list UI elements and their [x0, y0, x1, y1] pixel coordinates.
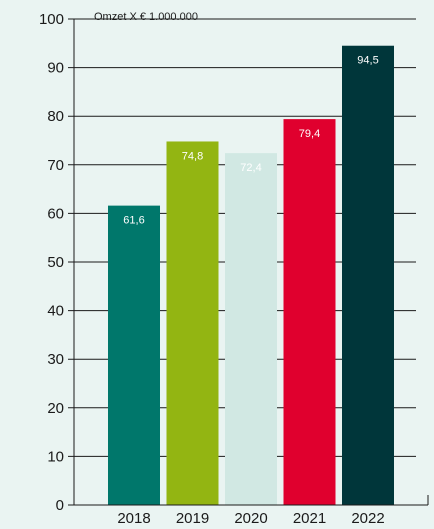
- value-label-2018: 61,6: [123, 215, 144, 227]
- value-label-2019: 74,8: [182, 150, 203, 162]
- labels: 0 10 20 30 40 50 60 70 80 90 100 61,6 2018 74,8 2019 72…: [39, 11, 385, 527]
- x-tick-label-2021: 2021: [293, 510, 326, 527]
- value-label-2022: 94,5: [357, 55, 378, 67]
- x-tick-label-2018: 2018: [117, 510, 150, 527]
- value-label-2021: 79,4: [299, 128, 320, 140]
- unit-label: Omzet X € 1.000.000: [94, 11, 198, 23]
- x-tick-label-2019: 2019: [176, 510, 209, 527]
- y-tick-label-60: 60: [47, 205, 64, 222]
- bar-2020: [225, 153, 277, 506]
- y-tick-label-20: 20: [47, 400, 64, 417]
- y-tick-label-40: 40: [47, 303, 64, 320]
- y-tick-label-100: 100: [39, 11, 64, 28]
- y-tick-label-70: 70: [47, 157, 64, 174]
- bar-2022: [342, 45, 394, 505]
- x-tick-label-2022: 2022: [351, 510, 384, 527]
- bar-2019: [166, 141, 219, 506]
- x-tick-label-2020: 2020: [234, 510, 267, 527]
- y-tick-label-80: 80: [47, 108, 64, 125]
- y-tick-label-30: 30: [47, 351, 64, 368]
- y-tick-label-0: 0: [56, 497, 64, 514]
- bars: [108, 45, 394, 506]
- y-tick-label-90: 90: [47, 60, 64, 77]
- bar-2018: [108, 205, 160, 505]
- y-tick-label-10: 10: [47, 448, 64, 465]
- value-label-2020: 72,4: [240, 162, 261, 174]
- y-tick-label-50: 50: [47, 254, 64, 271]
- axes: [68, 19, 429, 506]
- bar-2021: [283, 119, 336, 505]
